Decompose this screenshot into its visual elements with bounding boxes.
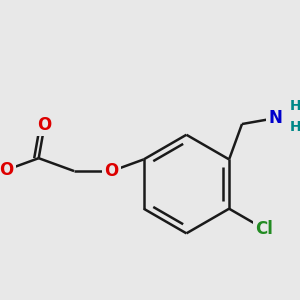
Text: N: N bbox=[268, 109, 283, 127]
Text: Cl: Cl bbox=[255, 220, 273, 238]
Text: H: H bbox=[290, 99, 300, 112]
Text: O: O bbox=[0, 161, 14, 179]
Text: O: O bbox=[38, 116, 52, 134]
Text: H: H bbox=[290, 120, 300, 134]
Text: O: O bbox=[105, 162, 119, 180]
